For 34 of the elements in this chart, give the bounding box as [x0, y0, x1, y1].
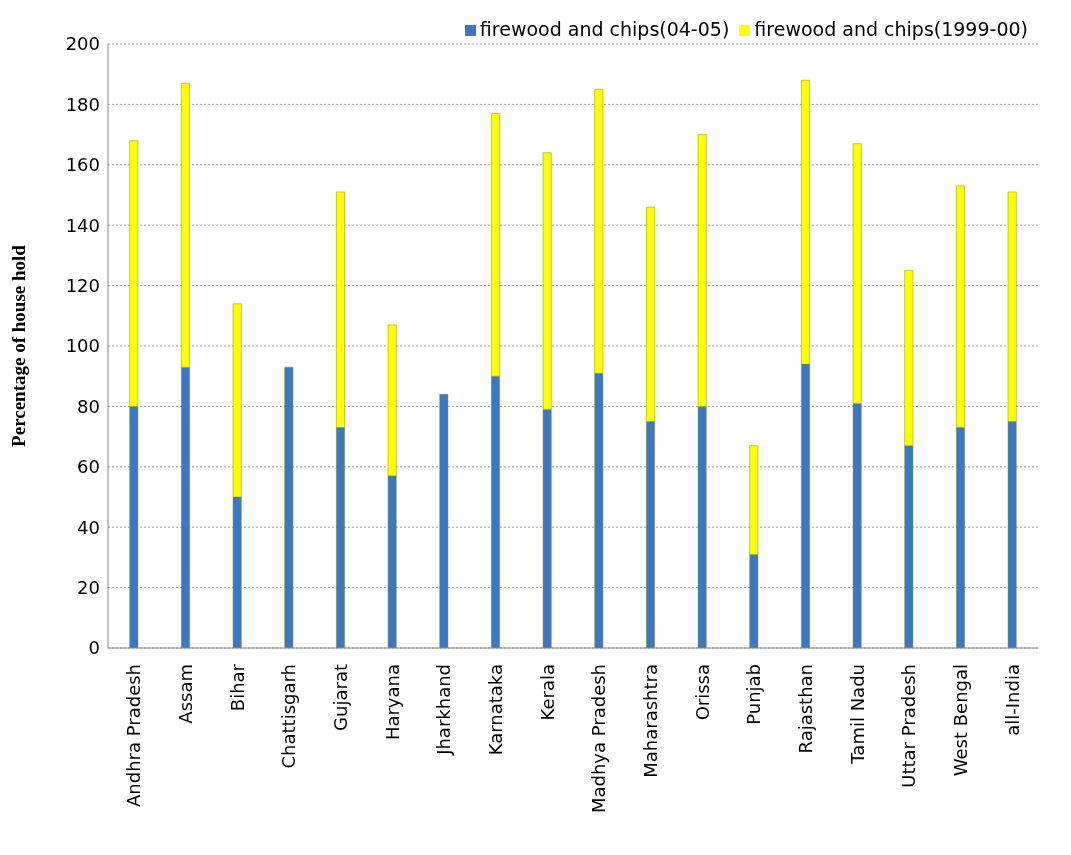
x-tick-label: Tamil Nadu — [846, 664, 868, 765]
x-tick-label: Gujarat — [330, 664, 351, 731]
x-tick-label: Chattisgarh — [278, 664, 300, 769]
x-tick-label: Jharkhand — [433, 664, 455, 756]
y-axis-title: Percentage of house hold — [7, 244, 29, 447]
y-tick-label: 140 — [65, 214, 100, 236]
y-tick-label: 80 — [77, 395, 100, 417]
x-tick-label: all-India — [1001, 664, 1023, 736]
x-tick-label: West Bengal — [950, 664, 971, 777]
y-tick-label: 120 — [65, 274, 100, 296]
x-tick-label: Orissa — [691, 664, 713, 721]
y-tick-label: 0 — [88, 637, 100, 659]
y-tick-label: 180 — [65, 93, 100, 115]
bar — [439, 394, 449, 648]
y-tick-label: 200 — [65, 33, 100, 55]
x-tick-label: Punjab — [743, 664, 765, 725]
x-tick-label: Maharashtra — [640, 664, 661, 778]
x-tick-label: Karnataka — [485, 664, 506, 756]
x-tick-label: Rajasthan — [795, 664, 816, 754]
x-tick-label: Bihar — [226, 663, 248, 712]
y-tick-label: 160 — [65, 154, 100, 176]
legend-label: firewood and chips(04-05) — [479, 18, 730, 40]
x-tick-label: Kerala — [536, 664, 558, 721]
x-tick-label: Andhra Pradesh — [123, 664, 145, 807]
x-tick-label: Uttar Pradesh — [898, 664, 920, 788]
y-tick-label: 100 — [65, 335, 100, 357]
x-tick-label: Haryana — [381, 664, 403, 741]
y-tick-label: 40 — [77, 516, 100, 538]
y-tick-label: 20 — [77, 576, 100, 598]
y-tick-label: 60 — [77, 456, 100, 478]
x-tick-label: Assam — [175, 664, 196, 724]
bar — [284, 366, 294, 648]
x-tick-label: Madhya Pradesh — [588, 664, 610, 814]
legend-label: firewood and chips(1999-00) — [754, 18, 1028, 40]
